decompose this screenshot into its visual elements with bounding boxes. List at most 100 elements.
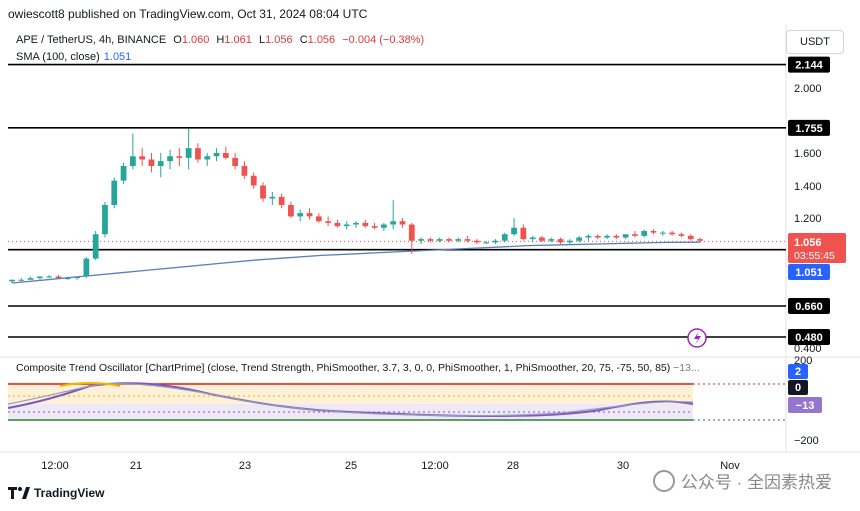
candle — [548, 239, 555, 241]
candle — [520, 227, 527, 240]
candle — [176, 156, 183, 158]
watermark-text: 公众号 · 全因素热爱 — [680, 473, 832, 492]
candle — [129, 156, 136, 166]
candle — [492, 240, 499, 243]
level-tag-label: 0.480 — [795, 332, 823, 344]
top-caption: owiescott8 published on TradingView.com,… — [8, 7, 368, 21]
candle — [539, 237, 545, 241]
candle — [288, 205, 294, 217]
symbol-title[interactable]: APE / TetherUS, 4h, BINANCE — [16, 34, 167, 46]
sma-legend[interactable]: SMA (100, close) 1.051 — [16, 51, 131, 63]
level-tag — [788, 119, 830, 136]
candle — [418, 239, 424, 241]
watermark: 公众号 · 全因素热爱 — [652, 468, 832, 493]
candle — [622, 234, 629, 238]
time-tick-label: 25 — [345, 460, 357, 472]
candle — [566, 240, 573, 243]
candle — [297, 213, 304, 217]
candle — [464, 239, 471, 241]
candle — [650, 231, 657, 233]
time-tick-label: 23 — [239, 460, 251, 472]
oscillator-tick-label: −200 — [794, 435, 819, 447]
price-tick-label: 1.200 — [794, 213, 822, 225]
candle — [139, 156, 146, 160]
open-value: 1.060 — [181, 34, 210, 46]
level-tag — [788, 329, 830, 345]
level-tag — [788, 56, 830, 73]
candle — [46, 276, 53, 278]
candle — [576, 237, 583, 241]
close-label: C — [299, 34, 308, 46]
oscillator-tag — [788, 380, 808, 395]
high-label: H — [216, 34, 225, 46]
candle — [473, 240, 480, 243]
time-tick-label: Nov — [720, 460, 740, 472]
candle — [529, 237, 536, 240]
candle — [55, 276, 62, 279]
candle — [195, 148, 201, 160]
time-tick-label: 21 — [130, 460, 142, 472]
level-tag-label: 0.660 — [795, 301, 823, 313]
candle — [9, 279, 15, 282]
candle — [613, 235, 620, 238]
candle — [250, 175, 257, 186]
currency-button[interactable]: USDT — [786, 30, 844, 54]
candle — [659, 232, 666, 234]
candle — [120, 166, 127, 181]
candle — [408, 224, 415, 241]
candle — [446, 239, 452, 241]
candle — [37, 276, 43, 279]
open-label: O — [173, 34, 182, 46]
candle — [278, 196, 285, 205]
candle — [148, 159, 155, 166]
chart-canvas[interactable]: 2.1441.7551.0050.6600.4802.0001.6001.400… — [0, 24, 860, 479]
candle — [604, 235, 610, 238]
change-value: −0.004 (−0.38%) — [342, 34, 425, 46]
oscillator-tag — [788, 397, 822, 413]
candle — [632, 234, 638, 236]
wechat-bubble-icon — [652, 469, 675, 492]
footer-brand: TradingView — [34, 486, 105, 500]
countdown-label: 03:55:45 — [794, 250, 835, 262]
candle — [362, 222, 369, 227]
candle — [18, 279, 25, 281]
candle — [687, 235, 694, 240]
candle — [157, 161, 164, 166]
candle — [222, 153, 229, 158]
candle — [455, 239, 462, 241]
candle — [325, 221, 331, 223]
level-tag — [788, 298, 830, 314]
candle — [585, 235, 592, 238]
price-tick-label: 1.400 — [794, 181, 822, 193]
candle — [594, 235, 601, 238]
oscillator-legend[interactable]: Composite Trend Oscillator [ChartPrime] … — [16, 362, 700, 374]
oscillator-trail: −13... — [673, 362, 700, 374]
time-tick-label: 12:00 — [421, 460, 449, 472]
price-tick-label: 2.000 — [794, 83, 822, 95]
candle — [399, 221, 406, 225]
candle — [334, 222, 341, 227]
oscillator-tag-label: 2 — [795, 366, 801, 378]
candle — [353, 222, 359, 225]
last-price-tag — [788, 233, 846, 263]
symbol-legend: APE / TetherUS, 4h, BINANCE O1.060 H1.06… — [16, 34, 424, 46]
oscillator-tag-label: −13 — [796, 400, 815, 412]
sma-label: SMA (100, close) — [16, 51, 100, 63]
candle — [381, 224, 387, 228]
candle — [92, 234, 99, 259]
candle — [204, 156, 211, 160]
low-label: L — [258, 34, 266, 46]
candle — [315, 216, 322, 222]
candle — [511, 227, 517, 235]
candle — [483, 242, 490, 244]
candle — [641, 231, 648, 236]
candle — [111, 180, 118, 205]
candle — [678, 234, 685, 236]
tradingview-footer[interactable]: TradingView — [8, 486, 104, 500]
candle — [232, 157, 239, 166]
price-tick-label: 1.600 — [794, 148, 822, 160]
sma-value: 1.051 — [103, 51, 132, 63]
tradingview-logo-icon — [8, 487, 30, 499]
candle — [64, 278, 71, 280]
candle — [27, 278, 34, 280]
